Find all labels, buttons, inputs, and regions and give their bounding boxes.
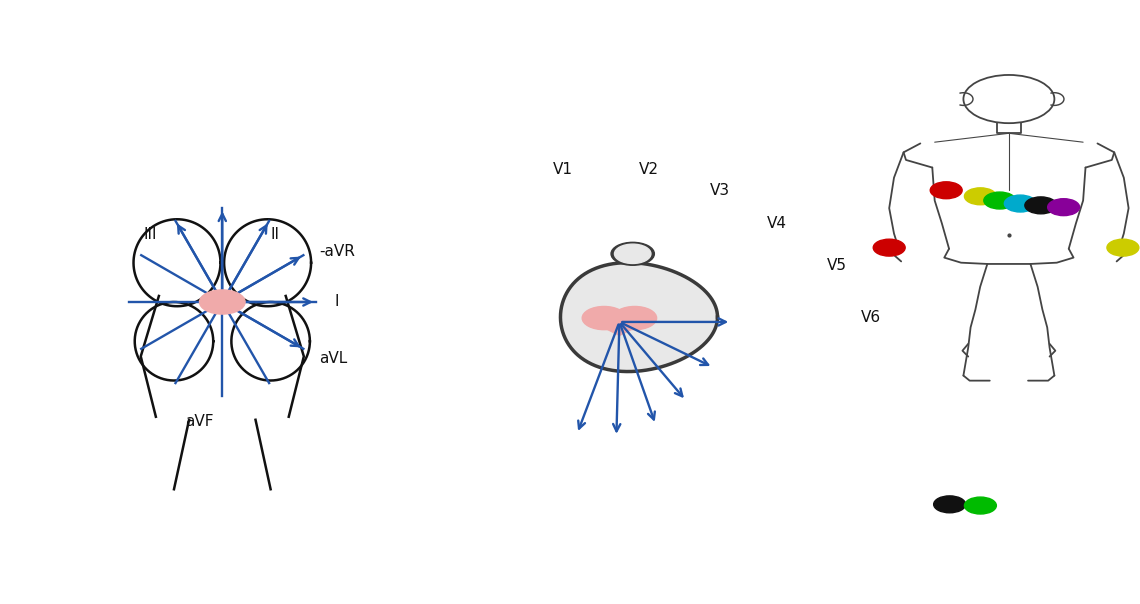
Circle shape (614, 244, 651, 263)
Circle shape (1004, 195, 1036, 212)
Text: V4: V4 (767, 216, 788, 231)
Circle shape (1048, 199, 1080, 216)
Circle shape (200, 290, 245, 314)
Circle shape (873, 239, 905, 256)
Circle shape (1025, 197, 1057, 214)
Text: -aVR: -aVR (319, 244, 356, 259)
Polygon shape (585, 318, 654, 335)
Text: aVL: aVL (319, 351, 348, 365)
Circle shape (930, 182, 962, 199)
Circle shape (583, 306, 626, 330)
Circle shape (1107, 239, 1139, 256)
Text: II: II (270, 227, 279, 242)
Text: V5: V5 (826, 259, 847, 273)
Circle shape (964, 497, 996, 514)
Circle shape (934, 496, 966, 513)
Text: I: I (335, 295, 339, 309)
Text: V1: V1 (553, 162, 573, 176)
Circle shape (964, 188, 996, 205)
Circle shape (613, 306, 657, 330)
Text: V3: V3 (710, 183, 731, 198)
Text: aVF: aVF (186, 414, 214, 429)
Text: V6: V6 (861, 310, 881, 324)
Polygon shape (561, 263, 717, 371)
Text: V2: V2 (638, 162, 659, 176)
Circle shape (984, 192, 1016, 209)
Circle shape (611, 242, 654, 265)
Text: III: III (144, 227, 157, 242)
